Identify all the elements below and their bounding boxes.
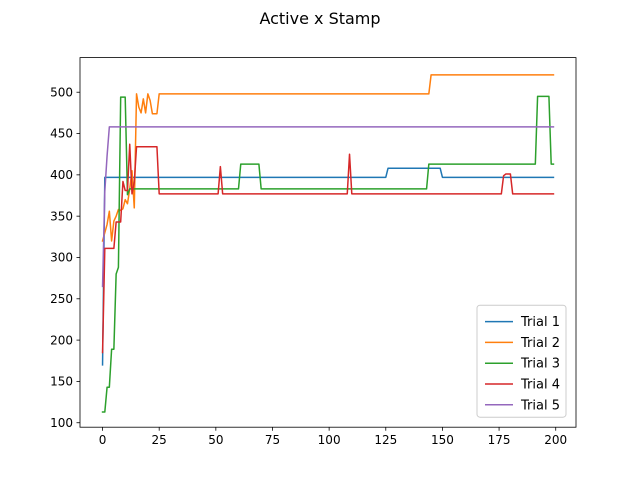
series-lines <box>101 74 555 413</box>
series-line-trial-3 <box>101 95 555 413</box>
legend-label-trial-5: Trial 5 <box>520 398 560 413</box>
x-tick-label: 0 <box>99 433 107 447</box>
legend-label-trial-3: Trial 3 <box>520 357 560 372</box>
legend-label-trial-4: Trial 4 <box>520 378 560 393</box>
y-tick-label: 400 <box>50 168 73 182</box>
x-tick-label: 175 <box>488 433 511 447</box>
plot-area-frame <box>79 57 577 428</box>
y-tick-label: 350 <box>50 209 73 223</box>
x-tick-label: 150 <box>431 433 454 447</box>
x-tick-label: 100 <box>318 433 341 447</box>
legend-label-trial-2: Trial 2 <box>520 336 560 351</box>
series-line-trial-2 <box>101 74 555 242</box>
series-line-trial-4 <box>101 143 555 354</box>
x-tick-label: 50 <box>208 433 223 447</box>
y-tick-label: 500 <box>50 85 73 99</box>
y-tick-label: 300 <box>50 251 73 265</box>
chart-title: Active x Stamp <box>259 9 380 28</box>
x-tick-label: 200 <box>544 433 567 447</box>
y-axis: 100 150 200 250 300 350 400 450 500 <box>50 85 80 430</box>
series-line-trial-5 <box>101 126 555 288</box>
y-tick-label: 150 <box>50 375 73 389</box>
y-tick-label: 250 <box>50 292 73 306</box>
legend-label-trial-1: Trial 1 <box>520 315 560 330</box>
y-tick-label: 100 <box>50 416 73 430</box>
legend-box <box>476 304 567 418</box>
x-axis: 0 25 50 75 100 125 150 175 200 <box>99 427 567 447</box>
series-line-trial-1 <box>101 167 555 366</box>
y-tick-label: 450 <box>50 127 73 141</box>
y-tick-label: 200 <box>50 333 73 347</box>
legend: Trial 1 Trial 2 Trial 3 Trial 4 Trial 5 <box>476 304 567 418</box>
x-tick-label: 125 <box>374 433 397 447</box>
x-tick-label: 25 <box>152 433 167 447</box>
x-tick-label: 75 <box>265 433 280 447</box>
